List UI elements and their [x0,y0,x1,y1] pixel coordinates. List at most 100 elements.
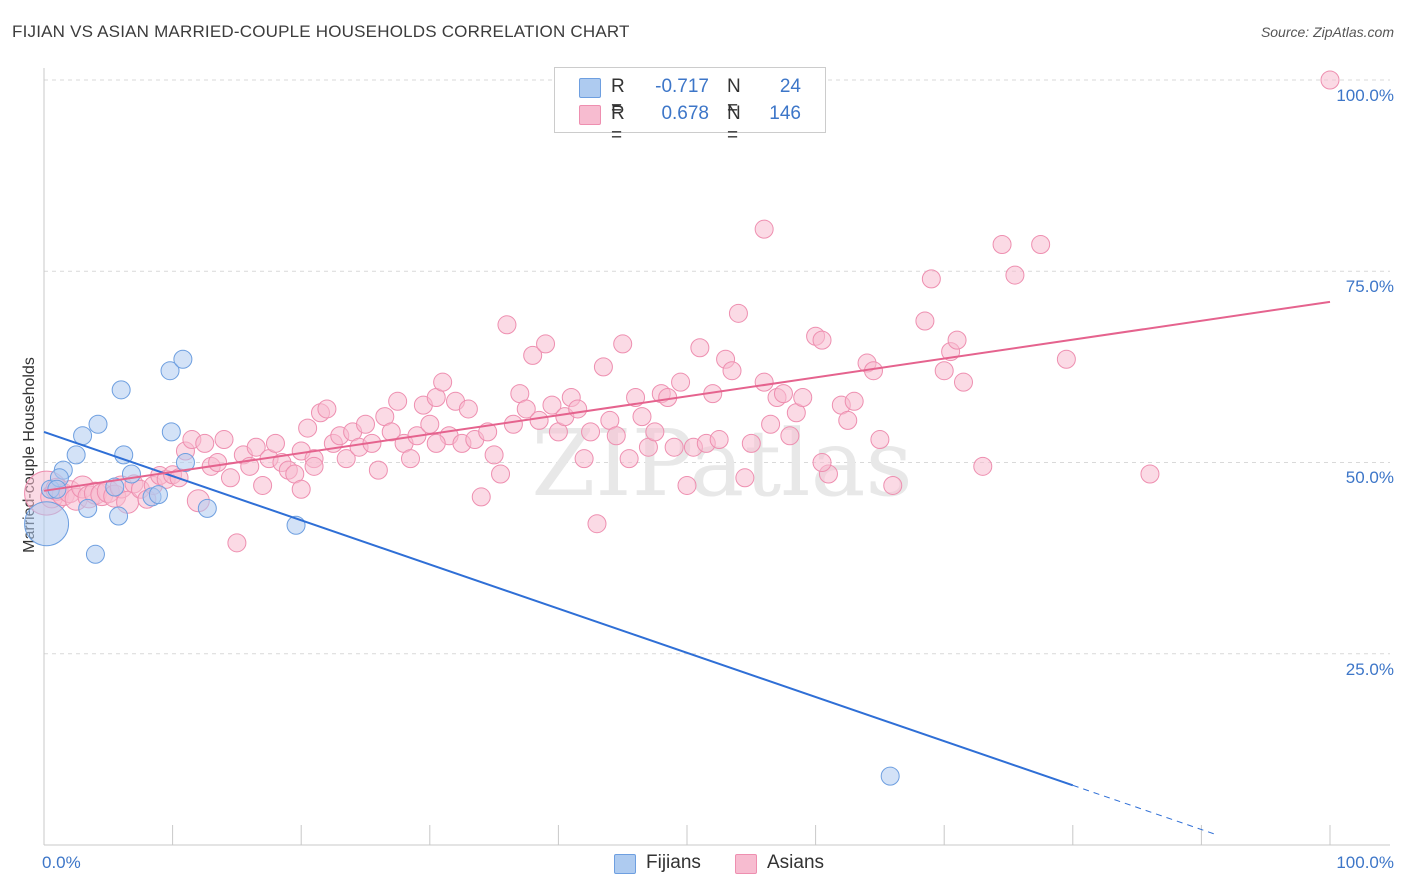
fijian-point [85,544,105,564]
asian-point [953,372,973,392]
r-label: R = [611,103,625,146]
fijian-point [880,766,900,786]
asian-point [773,384,793,404]
asian-point [587,514,607,534]
asian-point [516,399,536,419]
asian-point [812,330,832,350]
asian-point [677,475,697,495]
asian-point [478,422,498,442]
fijians-trend-extension [1072,784,1215,835]
n-label: N = [727,76,741,119]
asian-point [471,487,491,507]
asian-point [934,361,954,381]
asian-point [433,372,453,392]
asian-point [214,430,234,450]
fijians-swatch [579,78,601,98]
asian-point [1320,70,1340,90]
asian-point [992,234,1012,254]
asian-point [401,449,421,469]
asian-point [664,437,684,457]
y-tick-label: 50.0% [1345,468,1394,487]
asian-point [838,410,858,430]
asian-point [593,357,613,377]
asian-point [1140,464,1160,484]
asian-point [458,399,478,419]
asian-point [1056,349,1076,369]
fijian-point [105,477,125,497]
fijian-point [66,445,86,465]
fijian-point [114,445,134,465]
asian-point [883,475,903,495]
asian-point [619,449,639,469]
asians-swatch [579,105,601,125]
asian-point [356,414,375,434]
fijians-swatch [614,854,636,874]
asian-point [722,361,742,381]
r-value: 0.678 [661,103,709,124]
y-tick-label: 25.0% [1345,660,1394,679]
fijian-point [148,485,168,505]
trend-lines [43,300,1331,835]
n-label: N = [727,103,741,146]
asian-point [388,391,408,411]
y-tick-label: 100.0% [1336,86,1394,105]
asian-point [947,330,967,350]
correlation-legend: R = -0.717 N = 24 R = 0.678 N = 146 [554,67,826,146]
axes [43,68,1390,846]
asian-point [1005,265,1025,285]
asian-point [503,414,523,434]
fijian-point [24,501,70,547]
asian-point [253,475,273,495]
asian-point [581,422,601,442]
asian-point [728,303,748,323]
asian-point [491,464,511,484]
asian-point [298,418,318,438]
y-tick-label: 75.0% [1345,277,1394,296]
asian-point [613,334,633,354]
asian-point [336,449,356,469]
fijian-point [175,453,195,472]
asian-point [208,453,228,472]
asian-point [304,456,324,476]
fijian-point [160,361,180,381]
asians-label: Asians [767,852,825,873]
asian-point [793,387,813,407]
asian-point [529,410,549,430]
asians-swatch [735,854,757,874]
x-tick-label: 0.0% [42,853,81,872]
asian-point [690,338,710,358]
asian-point [761,414,781,434]
fijian-point [111,380,131,400]
fijian-point [161,422,181,442]
asian-point [426,433,446,453]
asian-point [317,399,337,419]
fijian-point [109,506,129,526]
asian-point [709,430,729,450]
asians-trend-line [43,300,1331,492]
n-value: 24 [779,76,801,97]
asian-point [523,345,543,365]
fijians-trend-line [43,430,1074,787]
asian-point [246,437,266,457]
x-tick-label: 100.0% [1336,853,1394,872]
asian-point [368,460,388,480]
asian-point [754,372,774,392]
asian-point [220,468,240,488]
asian-point [227,533,247,553]
fijian-point [173,349,193,369]
asian-point [606,426,626,446]
asian-point [741,433,761,453]
asian-point [420,414,440,434]
asian-point [381,422,401,442]
fijian-point [78,498,98,518]
asian-point [484,445,504,465]
fijians-points [24,349,900,786]
asian-point [497,315,517,335]
n-value: 146 [769,103,801,124]
asian-point [195,433,215,453]
asian-point [844,391,864,411]
asian-point [291,479,311,499]
r-label: R = [611,76,625,119]
asian-point [536,334,556,354]
